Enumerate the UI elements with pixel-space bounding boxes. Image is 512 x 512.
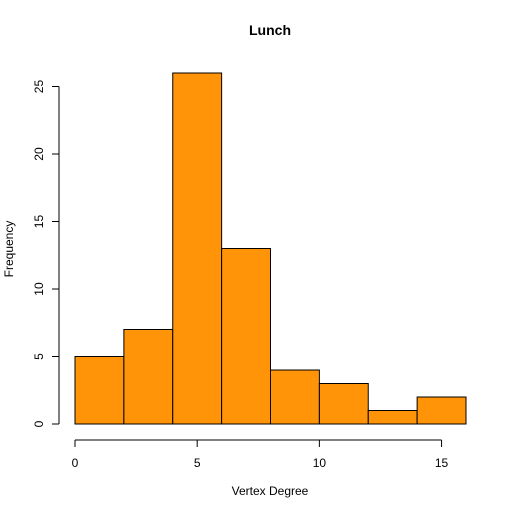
x-tick-label-1: 5 [194,456,201,470]
histogram-bar-0 [74,356,125,425]
x-axis: 0 5 10 15 [72,439,449,470]
histogram-bar-2 [172,72,223,425]
x-axis-label: Vertex Degree [232,484,309,498]
chart-title: Lunch [249,22,291,38]
histogram-bar-3 [221,248,271,425]
y-tick-label-1: 5 [32,353,46,360]
y-tick-label-3: 15 [32,215,46,229]
histogram-bar-1 [123,329,174,425]
histogram-bar-4 [270,369,320,425]
y-tick-label-5: 25 [32,80,46,94]
y-tick-label-4: 20 [32,147,46,161]
y-axis: 0 5 10 15 20 25 [32,80,60,427]
histogram-bar-6 [367,410,418,425]
x-tick-label-0: 0 [72,456,79,470]
y-tick-label-0: 0 [32,420,46,427]
x-tick-label-3: 15 [435,456,449,470]
histogram-bar-7 [416,396,467,425]
y-axis-label: Frequency [2,221,16,278]
y-tick-label-2: 10 [32,282,46,296]
x-tick-label-2: 10 [313,456,327,470]
histogram-bar-5 [318,383,369,425]
bars-group [74,72,467,425]
